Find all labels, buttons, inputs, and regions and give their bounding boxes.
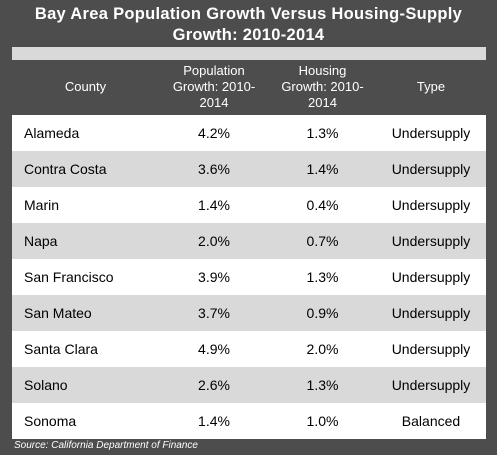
cell-housing-growth: 0.9% [306, 305, 339, 321]
table-row: Napa 2.0% 0.7% Undersupply [12, 223, 486, 259]
table-row: San Mateo 3.7% 0.9% Undersupply [12, 295, 486, 331]
cell-housing-growth: 1.0% [306, 413, 339, 429]
table-row: San Francisco 3.9% 1.3% Undersupply [12, 259, 486, 295]
cell-county: San Mateo [24, 305, 92, 321]
header-county: County [12, 60, 159, 113]
table-row: Santa Clara 4.9% 2.0% Undersupply [12, 331, 486, 367]
cell-type: Undersupply [391, 377, 471, 393]
chart-title: Bay Area Population Growth Versus Housin… [0, 4, 497, 46]
cell-type: Undersupply [391, 233, 471, 249]
header-population-growth: Population Growth: 2010- 2014 [159, 60, 269, 113]
cell-type: Balanced [401, 413, 461, 429]
chart-title-line-1: Bay Area Population Growth Versus Housin… [34, 5, 463, 23]
cell-county: Contra Costa [24, 161, 107, 177]
cell-type: Undersupply [391, 125, 471, 141]
cell-housing-growth: 0.4% [306, 197, 339, 213]
cell-county: San Francisco [24, 269, 114, 285]
header-housing-line-2: Growth: 2010- [281, 78, 364, 94]
cell-population-growth: 2.6% [198, 377, 230, 393]
data-table: Alameda 4.2% 1.3% Undersupply Contra Cos… [12, 115, 486, 439]
cell-county: Santa Clara [24, 341, 98, 357]
table-row: Solano 2.6% 1.3% Undersupply [12, 367, 486, 403]
cell-population-growth: 1.4% [198, 413, 230, 429]
cell-type: Undersupply [391, 269, 471, 285]
cell-housing-growth: 2.0% [306, 341, 339, 357]
cell-county: Sonoma [24, 413, 77, 429]
cell-housing-growth: 1.4% [306, 161, 339, 177]
table-row: Alameda 4.2% 1.3% Undersupply [12, 115, 486, 151]
cell-type: Undersupply [391, 305, 471, 321]
table-row: Sonoma 1.4% 1.0% Balanced [12, 403, 486, 439]
cell-population-growth: 3.6% [198, 161, 230, 177]
table-header: County Population Growth: 2010- 2014 Hou… [12, 60, 486, 113]
cell-population-growth: 3.9% [198, 269, 230, 285]
cell-population-growth: 2.0% [198, 233, 230, 249]
cell-type: Undersupply [391, 341, 471, 357]
header-county-label: County [64, 78, 107, 94]
cell-county: Solano [24, 377, 68, 393]
cell-population-growth: 3.7% [198, 305, 230, 321]
header-type-label: Type [416, 78, 446, 94]
cell-type: Undersupply [391, 197, 471, 213]
cell-housing-growth: 1.3% [306, 377, 339, 393]
cell-population-growth: 4.2% [198, 125, 230, 141]
cell-county: Marin [24, 197, 60, 213]
cell-type: Undersupply [391, 161, 471, 177]
cell-county: Napa [24, 233, 58, 249]
table-row: Contra Costa 3.6% 1.4% Undersupply [12, 151, 486, 187]
header-population-line-3: 2014 [199, 94, 229, 110]
cell-housing-growth: 0.7% [306, 233, 339, 249]
cell-housing-growth: 1.3% [306, 269, 339, 285]
header-housing-line-1: Housing [298, 62, 347, 78]
chart-title-line-2: Growth: 2010-2014 [172, 26, 325, 44]
title-divider-bar [12, 47, 486, 60]
header-population-line-2: Growth: 2010- [172, 78, 256, 94]
header-type: Type [376, 60, 486, 113]
cell-population-growth: 4.9% [198, 341, 230, 357]
table-row: Marin 1.4% 0.4% Undersupply [12, 187, 486, 223]
header-housing-line-3: 2014 [308, 94, 337, 110]
cell-county: Alameda [24, 125, 80, 141]
cell-population-growth: 1.4% [198, 197, 230, 213]
header-housing-growth: Housing Growth: 2010- 2014 [269, 60, 376, 113]
cell-housing-growth: 1.3% [306, 125, 339, 141]
source-note: Source: California Department of Finance [14, 440, 198, 451]
header-population-line-1: Population [183, 62, 245, 78]
